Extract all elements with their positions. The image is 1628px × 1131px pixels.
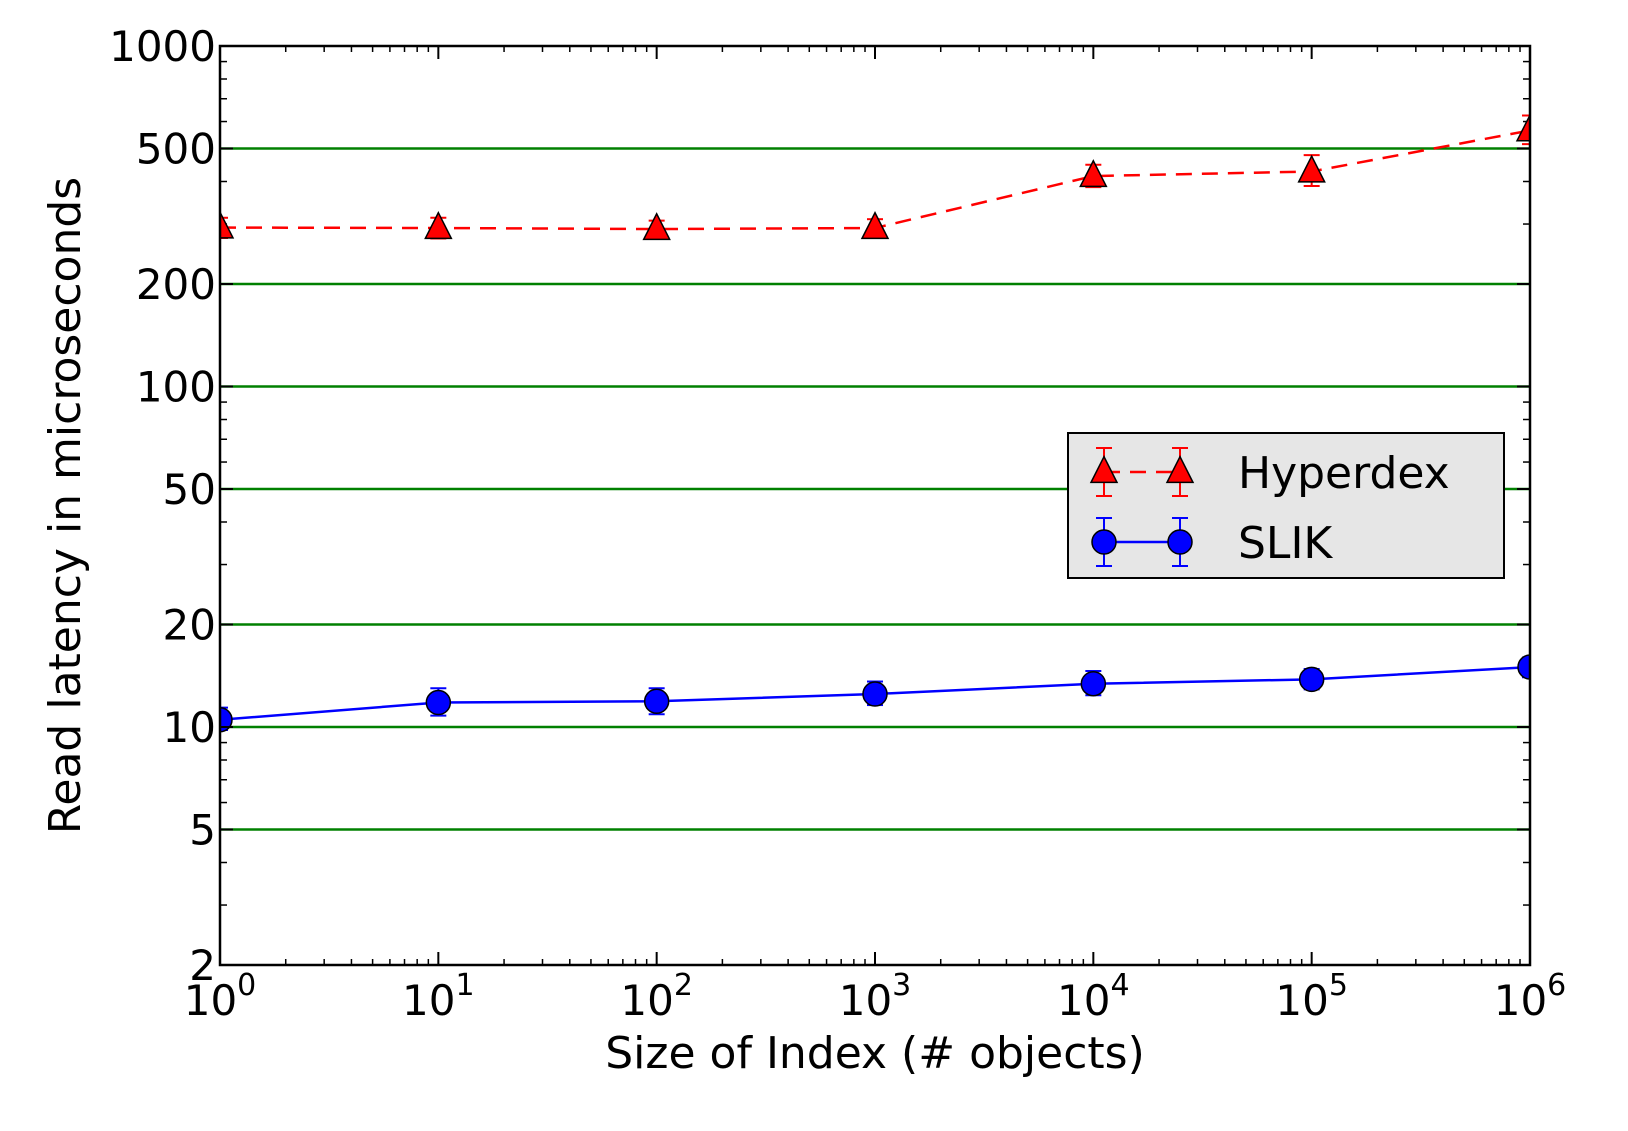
grid-lines <box>220 147 1530 831</box>
x-tick-label: 102 <box>620 968 693 1025</box>
y-tick-label: 2 <box>189 941 216 990</box>
data-point-slik <box>1080 670 1107 697</box>
data-point-slik <box>1517 654 1530 680</box>
y-tick-label: 20 <box>163 600 216 649</box>
legend-label-slik: SLIK <box>1238 518 1333 569</box>
series-hyperdex <box>220 113 1530 241</box>
data-point-slik <box>643 688 670 715</box>
x-tick-label: 100 <box>184 968 257 1025</box>
tick-labels: 100 101 102 103 104 105 106 2 5 10 20 50 100 200 500 10… <box>109 22 1566 1025</box>
series-slik <box>220 654 1530 733</box>
y-tick-label: 500 <box>136 125 216 174</box>
legend-label-hyperdex: Hyperdex <box>1238 448 1450 499</box>
data-point-hyperdex <box>860 211 890 240</box>
data-point-slik <box>862 681 888 707</box>
x-tick-label: 106 <box>1494 968 1567 1025</box>
x-tick-label: 103 <box>839 968 912 1025</box>
data-point-hyperdex <box>1515 113 1530 142</box>
x-tick-label: 105 <box>1275 968 1348 1025</box>
x-tick-label: 101 <box>402 968 475 1025</box>
data-point-hyperdex <box>1297 154 1326 183</box>
data-point-hyperdex <box>424 211 453 240</box>
data-point-slik <box>220 707 233 733</box>
y-tick-label: 100 <box>136 363 216 412</box>
y-tick-label: 50 <box>163 465 216 514</box>
series-layer <box>220 113 1530 733</box>
legend-sample-hyperdex <box>1089 447 1195 497</box>
legend-marker <box>1089 455 1119 484</box>
y-tick-label: 1000 <box>109 22 216 71</box>
data-point-hyperdex <box>642 212 671 241</box>
y-tick-label: 200 <box>136 260 216 309</box>
legend: Hyperdex SLIK <box>1067 432 1505 579</box>
y-tick-label: 10 <box>163 703 216 752</box>
legend-marker <box>1165 455 1195 484</box>
x-axis-title: Size of Index (# objects) <box>605 1028 1145 1079</box>
data-point-hyperdex <box>1079 159 1108 188</box>
y-tick-label: 5 <box>189 806 216 855</box>
y-axis-title: Read latency in microseconds <box>40 177 91 834</box>
legend-box <box>1067 432 1505 579</box>
legend-sample-slik <box>1091 517 1193 567</box>
x-tick-label: 104 <box>1057 968 1130 1025</box>
legend-marker <box>1167 529 1193 555</box>
data-point-hyperdex <box>220 210 235 239</box>
major-ticks <box>219 45 1531 966</box>
data-point-slik <box>425 689 452 716</box>
legend-marker <box>1091 529 1117 555</box>
data-point-slik <box>1298 666 1325 693</box>
